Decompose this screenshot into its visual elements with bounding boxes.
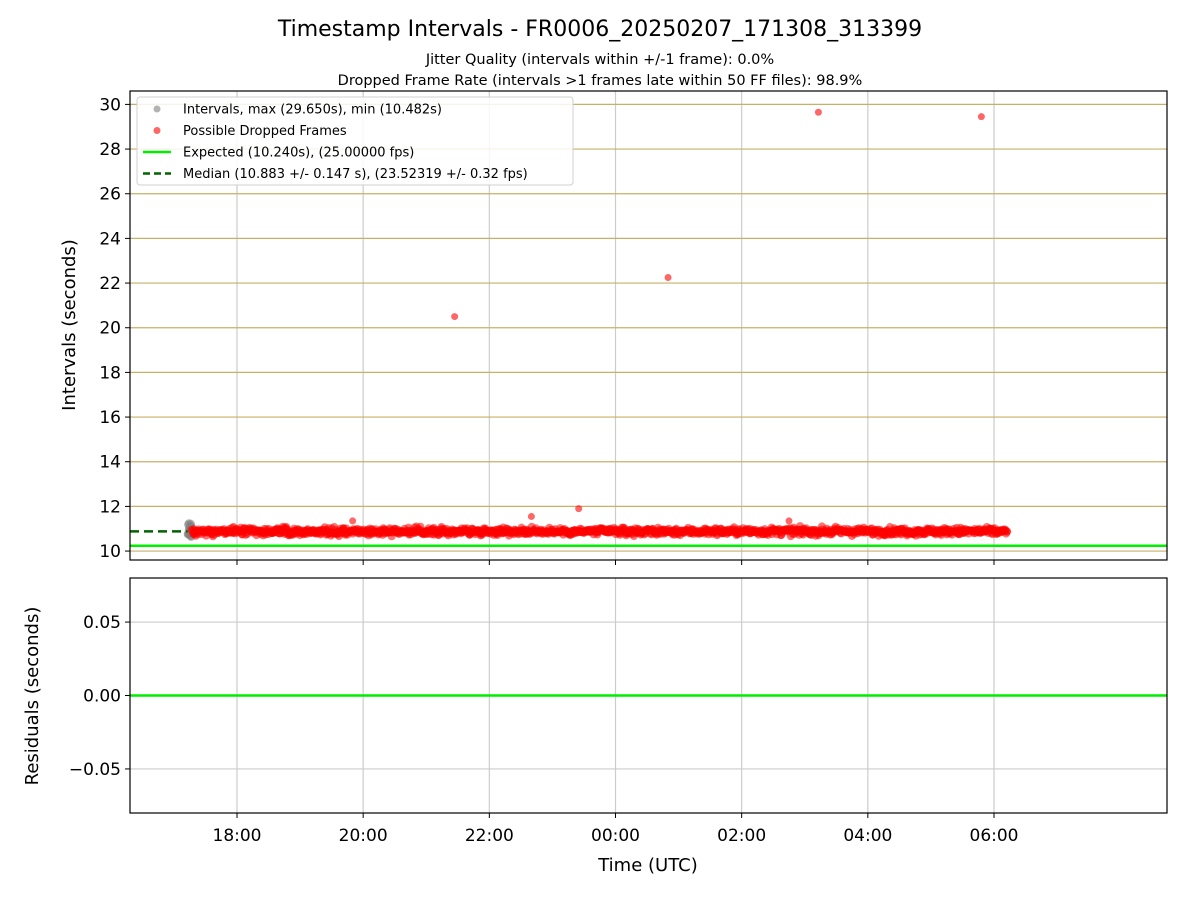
- intervals-axis-label: Intervals (seconds): [59, 239, 80, 411]
- x-tick-label: 02:00: [717, 826, 766, 846]
- y-tick-label: 0.05: [83, 613, 121, 633]
- legend-label: Possible Dropped Frames: [183, 124, 347, 139]
- y-tick-label: 28: [99, 140, 121, 160]
- x-tick-label: 20:00: [339, 826, 388, 846]
- dropped-frame-outlier: [575, 505, 583, 513]
- x-tick-label: 00:00: [591, 826, 640, 846]
- intervals-plot-area: [130, 108, 1167, 547]
- dropped-frame-point: [1003, 527, 1012, 536]
- y-tick-label: 30: [99, 95, 121, 115]
- intervals-panel: 10 12 14 16 18 20 22 24 26 28 30: [99, 90, 1168, 565]
- dropped-frame-outlier: [527, 512, 535, 520]
- residuals-frame: [129, 577, 1168, 814]
- y-tick-label: 18: [99, 363, 121, 383]
- chart-title: Timestamp Intervals - FR0006_20250207_17…: [277, 17, 922, 42]
- x-tick-label: 18:00: [213, 826, 262, 846]
- y-tick-label: 10: [99, 542, 121, 562]
- y-tick-label: 0.00: [83, 687, 121, 707]
- legend-marker: [153, 105, 161, 113]
- dropped-frame-outlier: [664, 273, 672, 281]
- y-tick-label: 16: [99, 408, 121, 428]
- legend-label: Expected (10.240s), (25.00000 fps): [183, 146, 414, 161]
- dropped-frame-outlier: [785, 517, 793, 525]
- y-tick-label: 26: [99, 185, 121, 205]
- legend-label: Median (10.883 +/- 0.147 s), (23.52319 +…: [183, 167, 528, 182]
- dropped-frame-outlier: [349, 517, 357, 525]
- intervals-frame: [129, 90, 1168, 561]
- chart-subtitle-jitter: Jitter Quality (intervals within +/-1 fr…: [425, 52, 774, 68]
- legend-label: Intervals, max (29.650s), min (10.482s): [183, 103, 442, 118]
- legend-marker: [153, 127, 161, 134]
- time-axis-label: Time (UTC): [597, 855, 698, 876]
- chart-subtitle-dropped: Dropped Frame Rate (intervals >1 frames …: [338, 73, 863, 89]
- residuals-axis-label: Residuals (seconds): [22, 607, 43, 786]
- y-tick-label: 24: [99, 229, 121, 249]
- dropped-frame-outlier: [451, 313, 459, 321]
- y-tick-label: −0.05: [69, 760, 121, 780]
- y-tick-label: 14: [99, 453, 121, 473]
- x-tick-label: 22:00: [465, 826, 514, 846]
- legend-box: [136, 96, 574, 186]
- y-tick-label: 12: [99, 497, 121, 517]
- residuals-panel: 18:00 20:00 22:00 00:00 02:00 04:00 06:00 0.05 0…: [69, 577, 1168, 846]
- dropped-frame-outlier: [814, 108, 822, 116]
- x-tick-label: 04:00: [843, 826, 892, 846]
- x-tick-label: 06:00: [970, 826, 1019, 846]
- y-tick-label: 20: [99, 319, 121, 339]
- legend: Intervals, max (29.650s), min (10.482s) P…: [136, 96, 574, 186]
- y-tick-label: 22: [99, 274, 121, 294]
- dropped-frame-outlier: [977, 113, 985, 121]
